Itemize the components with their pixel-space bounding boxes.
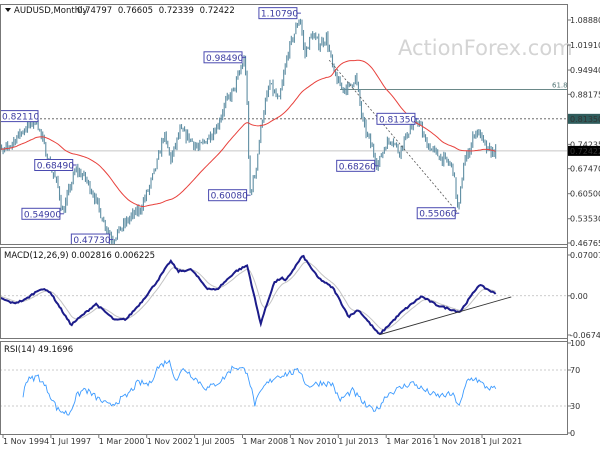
macd-panel bbox=[0, 247, 568, 339]
swing-label-box bbox=[1, 110, 39, 123]
swing-label-box bbox=[258, 7, 298, 20]
date-axis: 1 Nov 1994 1 Jul 1997 1 Mar 2000 1 Nov 2002… bbox=[2, 435, 522, 446]
swing-label-box bbox=[376, 112, 416, 125]
swing-label-text: 0.60080 bbox=[211, 192, 248, 202]
rsi-axis-label: 0 bbox=[570, 429, 575, 438]
fibonacci-label: 61.8 bbox=[552, 82, 568, 90]
open-value: 0.74797 bbox=[77, 6, 112, 16]
price-axis-label: 0.53530 bbox=[570, 215, 600, 224]
rsi-axis: 100 70 30 0 bbox=[567, 339, 585, 438]
swing-label: 0.54900 bbox=[21, 207, 64, 220]
macd-axis-label: 0.070071 bbox=[570, 251, 600, 260]
price-axis-label: 1.08880 bbox=[570, 16, 600, 25]
swing-label: 0.47730 bbox=[70, 233, 114, 246]
date-axis-label: 1 Mar 2008 bbox=[243, 437, 289, 446]
swing-label-box bbox=[416, 207, 456, 220]
macd-axis: 0.070071 0.00 -0.067423 bbox=[567, 251, 600, 340]
date-axis-label: 1 Mar 2000 bbox=[99, 437, 145, 446]
ohlc-values: 0.74797 0.76605 0.72339 0.72422 bbox=[77, 6, 235, 16]
price-axis-label: 0.46765 bbox=[570, 239, 600, 248]
price-axis-label: 0.81350 bbox=[570, 115, 600, 124]
swing-label-box bbox=[336, 159, 376, 172]
rsi-plot bbox=[1, 359, 567, 416]
price-axis: 1.08880 1.01910 0.94940 0.88175 0.81350 0.742… bbox=[567, 16, 600, 248]
price-axis-label: 1.01910 bbox=[570, 41, 600, 50]
swing-label: 0.55060 bbox=[416, 207, 460, 220]
swing-label-text: 0.68260 bbox=[339, 162, 376, 172]
current-price-badge bbox=[568, 145, 600, 156]
low-value: 0.72339 bbox=[159, 6, 194, 16]
price-axis-label: 0.72422 bbox=[570, 147, 600, 156]
macd-plot bbox=[1, 254, 567, 336]
swing-label: 0.60080 bbox=[208, 189, 251, 202]
swing-label-box bbox=[21, 207, 61, 220]
rsi-axis-label: 100 bbox=[570, 339, 585, 348]
date-axis-label: 1 Nov 2018 bbox=[434, 437, 480, 446]
swing-label: 0.98490 bbox=[203, 51, 247, 64]
price-axis-label: 0.94940 bbox=[570, 66, 600, 75]
symbol-title: AUDUSD,Monthly bbox=[14, 6, 87, 16]
price-axis-label: 0.74235 bbox=[570, 140, 600, 149]
swing-label: 0.68490 bbox=[34, 159, 77, 172]
date-axis-label: 1 Nov 1994 bbox=[3, 437, 49, 446]
swing-label: 0.68260 bbox=[336, 159, 379, 172]
rsi-panel bbox=[0, 341, 568, 435]
date-axis-label: 1 Nov 2002 bbox=[147, 437, 193, 446]
swing-label-box bbox=[208, 189, 248, 202]
swing-label-text: 0.82110 bbox=[2, 113, 39, 123]
swing-label-text: 0.98490 bbox=[206, 54, 243, 64]
swing-label-text: 0.55060 bbox=[419, 210, 456, 220]
price-axis-label: 0.60500 bbox=[570, 190, 600, 199]
swing-label-text: 0.68490 bbox=[37, 162, 74, 172]
close-value: 0.72422 bbox=[200, 6, 235, 16]
rsi-axis-label: 30 bbox=[570, 402, 580, 411]
level-badge bbox=[568, 113, 600, 124]
macd-line bbox=[1, 254, 497, 335]
watermark: ActionForex.com bbox=[398, 36, 573, 60]
swing-label-box bbox=[203, 51, 243, 64]
rsi-title: RSI(14) 49.1696 bbox=[4, 345, 73, 355]
price-plot: 61.8 0.82110 0.68490 0.54900 0.47730 0.98490 0… bbox=[1, 7, 568, 246]
macd-title: MACD(12,26,9) 0.002816 0.006225 bbox=[4, 251, 155, 261]
date-axis-label: 1 Mar 2016 bbox=[386, 437, 432, 446]
swing-label: 0.81350 bbox=[376, 112, 419, 125]
swing-label-box bbox=[34, 159, 74, 172]
rsi-line bbox=[22, 359, 497, 416]
swing-label-text: 1.10790 bbox=[261, 10, 298, 20]
macd-axis-label: -0.067423 bbox=[570, 331, 600, 340]
macd-axis-label: 0.00 bbox=[570, 292, 588, 301]
price-axis-label: 0.88175 bbox=[570, 90, 600, 99]
collapse-arrow-icon[interactable] bbox=[5, 8, 11, 12]
macd-trendline bbox=[379, 296, 512, 336]
swing-label: 0.82110 bbox=[1, 110, 39, 123]
swing-label-text: 0.54900 bbox=[24, 210, 61, 220]
price-trendline bbox=[328, 59, 459, 214]
price-axis-label: 0.67470 bbox=[570, 165, 600, 174]
rsi-axis-label: 70 bbox=[570, 366, 580, 375]
swing-label-box bbox=[70, 233, 110, 244]
date-axis-label: 1 Jul 2013 bbox=[338, 437, 378, 446]
high-value: 0.76605 bbox=[118, 6, 153, 16]
swing-label-text: 0.47730 bbox=[73, 236, 110, 246]
date-axis-label: 1 Jul 2021 bbox=[482, 437, 522, 446]
swing-label: 1.10790 bbox=[258, 7, 301, 20]
price-panel bbox=[0, 4, 568, 245]
date-axis-label: 1 Jul 1997 bbox=[51, 437, 91, 446]
date-axis-label: 1 Nov 2010 bbox=[290, 437, 336, 446]
swing-label-text: 0.81350 bbox=[379, 115, 416, 125]
date-axis-label: 1 Jul 2005 bbox=[195, 437, 235, 446]
